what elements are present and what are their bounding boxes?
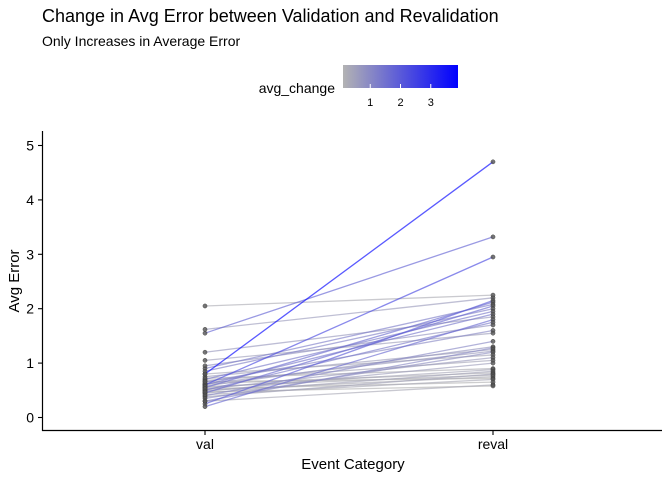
series-line bbox=[204, 376, 494, 391]
data-point bbox=[490, 234, 496, 240]
series-line bbox=[204, 359, 494, 382]
data-point bbox=[490, 360, 496, 366]
data-point bbox=[202, 389, 208, 395]
y-tick-label: 2 bbox=[26, 301, 34, 317]
series-line bbox=[204, 299, 494, 405]
data-point bbox=[490, 383, 496, 389]
series-line bbox=[204, 384, 494, 402]
legend-colorbar bbox=[343, 65, 458, 88]
data-point bbox=[202, 349, 208, 355]
y-tick-label: 0 bbox=[26, 410, 34, 426]
series-line bbox=[204, 301, 494, 389]
data-point bbox=[490, 254, 496, 260]
chart-title: Change in Avg Error between Validation a… bbox=[42, 6, 499, 26]
series-line bbox=[204, 357, 494, 390]
data-point bbox=[202, 327, 208, 332]
chart-subtitle: Only Increases in Average Error bbox=[42, 33, 241, 49]
series-line bbox=[204, 354, 494, 375]
x-tick-label: reval bbox=[478, 436, 508, 452]
y-tick-label: 1 bbox=[26, 355, 34, 371]
data-point bbox=[202, 358, 208, 363]
data-point bbox=[490, 339, 496, 344]
x-axis-title: Event Category bbox=[301, 456, 405, 473]
data-point bbox=[490, 322, 496, 328]
y-tick-label: 3 bbox=[26, 246, 34, 262]
series-line bbox=[204, 308, 494, 372]
series-line bbox=[204, 294, 494, 307]
series-points bbox=[202, 159, 496, 409]
data-point bbox=[202, 363, 208, 369]
data-point bbox=[490, 159, 496, 165]
data-point bbox=[202, 398, 208, 404]
y-axis-title: Avg Error bbox=[6, 249, 23, 312]
data-point bbox=[202, 303, 208, 309]
series-line bbox=[204, 297, 494, 331]
data-point bbox=[490, 330, 496, 336]
legend: avg_change 1 2 3 bbox=[259, 65, 458, 109]
series-line bbox=[204, 161, 494, 375]
series-line bbox=[204, 236, 494, 334]
legend-tick-label: 2 bbox=[397, 97, 403, 109]
data-point bbox=[202, 404, 208, 409]
legend-ticks: 1 2 3 bbox=[367, 84, 434, 109]
series-lines bbox=[204, 161, 494, 408]
data-point bbox=[202, 379, 208, 384]
series-line bbox=[204, 351, 494, 400]
series-line bbox=[204, 256, 494, 386]
series-line bbox=[204, 305, 494, 394]
legend-tick-label: 1 bbox=[367, 97, 373, 109]
x-axis-ticks: val reval bbox=[196, 431, 508, 452]
series-line bbox=[204, 318, 494, 408]
y-tick-label: 4 bbox=[26, 192, 34, 208]
legend-title: avg_change bbox=[259, 80, 336, 96]
data-point bbox=[490, 292, 496, 298]
y-tick-label: 5 bbox=[26, 138, 34, 154]
data-point bbox=[202, 371, 208, 377]
series-line bbox=[204, 373, 494, 398]
series-line bbox=[204, 303, 494, 370]
series-line bbox=[204, 332, 494, 362]
x-tick-label: val bbox=[196, 436, 214, 452]
y-axis-ticks: 0 1 2 3 4 5 bbox=[26, 138, 42, 426]
series-line bbox=[204, 370, 494, 394]
data-point bbox=[202, 330, 208, 336]
legend-tick-label: 3 bbox=[428, 97, 434, 109]
